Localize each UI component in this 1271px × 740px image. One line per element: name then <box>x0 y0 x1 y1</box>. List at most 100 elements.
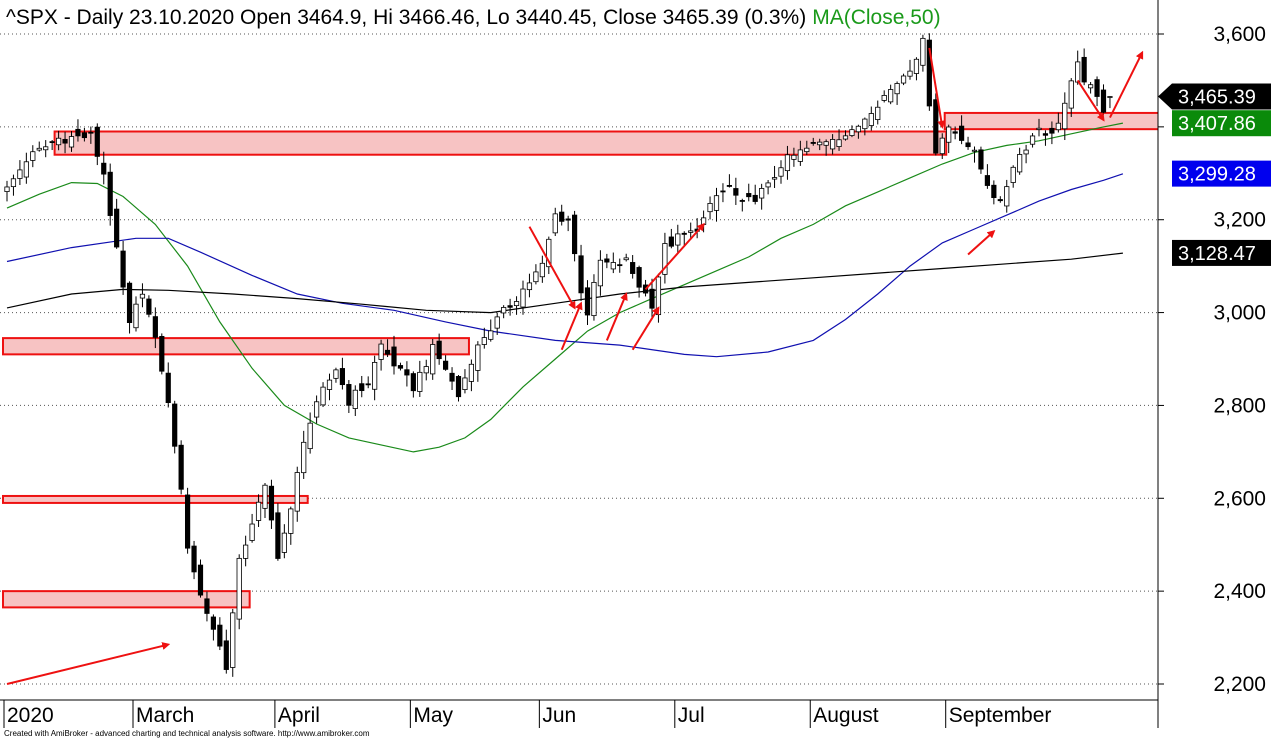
candle-down <box>114 208 120 248</box>
badge-shape <box>1158 83 1271 110</box>
support-resistance-zone <box>53 130 948 156</box>
candle-down <box>384 349 391 355</box>
x-tick-label: September <box>949 704 1052 727</box>
candle-up <box>1062 102 1068 130</box>
candle-down <box>739 200 745 202</box>
candle-down <box>991 184 997 199</box>
candle-up <box>1010 166 1016 183</box>
candle-up <box>591 281 597 317</box>
candle-up <box>68 136 75 148</box>
candle-up <box>430 344 436 375</box>
ma50-value-badge: 3,407.86 <box>1172 110 1271 137</box>
candle-down <box>159 336 165 372</box>
support-resistance-zone <box>2 590 251 609</box>
candle-down <box>204 598 210 614</box>
x-tick-label: May <box>413 704 453 727</box>
candle-down <box>126 282 133 323</box>
candle-down <box>997 199 1003 202</box>
ma-legend-label: MA(Close,50) <box>812 6 940 29</box>
candle-down <box>810 141 816 144</box>
candle-up <box>262 484 268 509</box>
candle-up <box>10 178 17 188</box>
candle-up <box>1088 84 1094 89</box>
badge-shape <box>1172 110 1271 137</box>
candle-down <box>1049 127 1055 134</box>
annotation-arrow <box>1076 79 1105 122</box>
support-resistance-zone <box>943 111 1167 131</box>
candle-down <box>210 616 216 630</box>
candle-up <box>675 233 681 246</box>
annotation-arrow <box>644 222 705 291</box>
x-tick-label: April <box>278 704 320 727</box>
candle-up <box>771 177 778 180</box>
candle-up <box>1055 122 1061 131</box>
candle-down <box>1081 56 1087 83</box>
candle-up <box>249 523 255 541</box>
candle-up <box>288 508 294 534</box>
candle-down <box>217 624 223 647</box>
candle-down <box>359 383 365 392</box>
candle-down <box>681 232 687 235</box>
candle-down <box>978 149 984 170</box>
candle-down <box>268 485 275 521</box>
annotation-arrow <box>6 642 171 685</box>
candle-up <box>862 118 868 130</box>
candle-up <box>539 262 545 278</box>
candle-down <box>733 188 739 196</box>
candle-up <box>546 238 552 268</box>
badge-value: 3,407.86 <box>1178 113 1256 135</box>
candle-down <box>88 131 94 134</box>
candle-down <box>952 131 958 134</box>
candle-up <box>307 422 313 450</box>
candle-up <box>488 330 494 340</box>
candle-up <box>855 125 862 133</box>
candle-up <box>778 167 784 177</box>
x-tick-label: Jun <box>542 704 576 727</box>
candle-layer <box>4 33 1113 677</box>
candle-up <box>36 147 42 151</box>
y-tick-label: 3,000 <box>1213 302 1266 325</box>
candle-up <box>333 369 339 379</box>
candle-up <box>30 151 36 161</box>
candle-down <box>984 175 991 186</box>
candle-up <box>823 141 829 146</box>
candle-up <box>294 472 300 512</box>
y-tick-label: 2,200 <box>1213 673 1266 696</box>
candle-up <box>784 154 791 172</box>
candle-up <box>1068 80 1074 109</box>
candle-up <box>526 282 533 291</box>
candle-up <box>842 135 849 140</box>
candle-up <box>378 343 384 360</box>
price-axis: 2,200 2,400 2,600 2,800 3,000 3,200 3,600 <box>1158 23 1266 696</box>
candle-up <box>417 371 423 392</box>
candle-up <box>888 89 894 103</box>
badge-shape <box>1172 239 1271 266</box>
candle-down <box>223 640 229 670</box>
candle-up <box>468 363 475 382</box>
candle-up <box>946 126 952 143</box>
candle-up <box>688 230 694 233</box>
badge-value: 3,128.47 <box>1178 243 1256 265</box>
support-resistance-zone <box>2 494 309 504</box>
annotation-arrow <box>528 226 576 310</box>
value-badges: 3,465.39 3,407.86 3,299.28 3,128.47 <box>1158 83 1271 266</box>
candle-down <box>120 250 126 288</box>
candle-up <box>765 182 771 188</box>
candle-up <box>791 154 797 160</box>
y-tick-label: 2,400 <box>1213 580 1266 603</box>
candle-up <box>830 139 836 150</box>
time-axis: 2020 March April May Jun Jul August September <box>3 700 1052 728</box>
candle-up <box>501 307 507 314</box>
ma200-line <box>6 252 1123 314</box>
candle-up <box>230 612 236 668</box>
annotation-arrow <box>928 47 946 129</box>
candle-up <box>920 37 926 66</box>
candle-up <box>552 213 558 234</box>
y-tick-label: 2,600 <box>1213 487 1266 510</box>
candle-down <box>636 267 642 288</box>
candle-up <box>804 147 810 153</box>
candle-up <box>1004 186 1010 207</box>
candle-down <box>191 545 197 573</box>
x-tick-label: 2020 <box>7 704 54 727</box>
